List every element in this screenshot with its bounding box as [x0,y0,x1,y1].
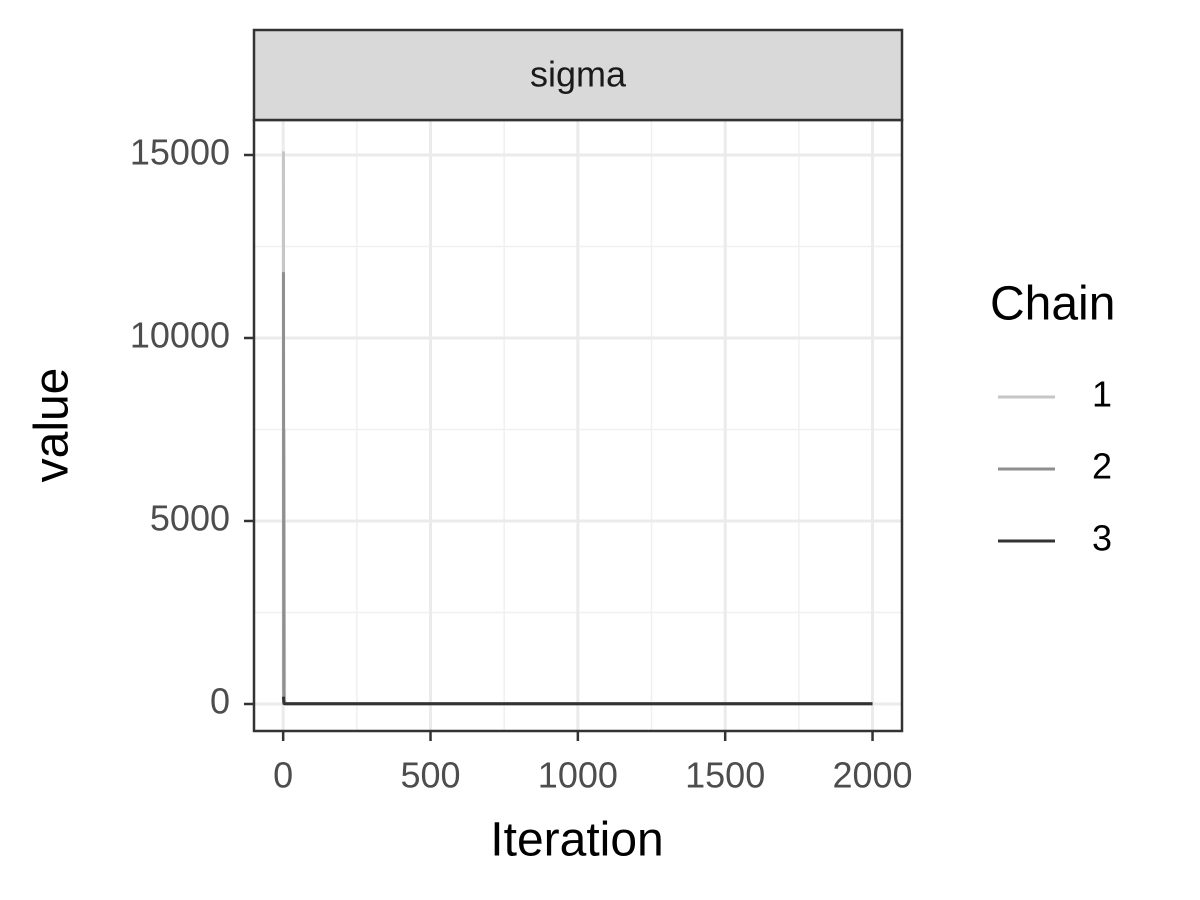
legend-label: 3 [1092,518,1112,559]
y-tick-label: 15000 [130,132,230,173]
y-tick-label: 0 [210,681,230,722]
x-axis-title: Iteration [490,814,663,867]
x-tick-label: 1000 [538,755,618,796]
y-tick-label: 10000 [130,315,230,356]
x-tick-label: 2000 [832,755,912,796]
facet-strip [252,28,904,122]
facet-label: sigma [530,54,627,95]
legend-label: 1 [1092,374,1112,415]
y-axis-title: value [26,368,79,483]
legend-title: Chain [990,278,1115,331]
x-tick-label: 0 [273,755,293,796]
legend-label: 2 [1092,446,1112,487]
series-line [281,696,873,706]
x-tick-label: 1500 [685,755,765,796]
y-tick-label: 5000 [150,498,230,539]
x-tick-label: 500 [400,755,460,796]
panel [252,118,904,733]
